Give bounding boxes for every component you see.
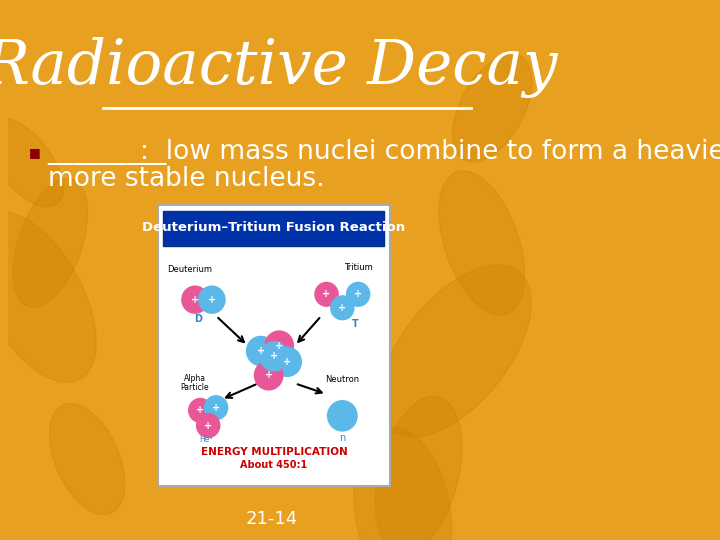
Text: He³: He³ [199, 435, 212, 444]
FancyBboxPatch shape [158, 205, 390, 486]
FancyBboxPatch shape [163, 211, 384, 246]
Ellipse shape [452, 54, 532, 162]
Ellipse shape [354, 428, 451, 540]
Ellipse shape [50, 403, 125, 515]
Text: n: n [339, 433, 346, 443]
Text: 21-14: 21-14 [246, 510, 297, 528]
Circle shape [204, 396, 228, 420]
Ellipse shape [0, 117, 63, 207]
Text: Particle: Particle [181, 383, 210, 392]
Text: +: + [191, 295, 199, 305]
Circle shape [199, 286, 225, 313]
Text: Radioactive Decay: Radioactive Decay [0, 37, 559, 98]
Circle shape [197, 414, 220, 437]
Text: T: T [352, 319, 359, 329]
Text: About 450:1: About 450:1 [240, 460, 307, 470]
Circle shape [346, 282, 369, 306]
Text: +: + [212, 403, 220, 413]
Text: +: + [323, 289, 330, 299]
Text: ENERGY MULTIPLICATION: ENERGY MULTIPLICATION [201, 447, 347, 457]
Ellipse shape [0, 212, 96, 382]
Circle shape [182, 286, 208, 313]
Circle shape [265, 331, 294, 360]
Text: +: + [283, 357, 291, 367]
Ellipse shape [375, 396, 462, 540]
Text: +: + [204, 421, 212, 430]
Circle shape [328, 401, 357, 431]
Text: Tritium: Tritium [343, 263, 372, 272]
Text: _________: _________ [48, 139, 167, 165]
Text: Alpha: Alpha [184, 374, 206, 383]
Text: +: + [257, 346, 265, 356]
Ellipse shape [379, 265, 531, 437]
Circle shape [254, 361, 283, 390]
Text: +: + [265, 370, 273, 380]
Ellipse shape [439, 171, 525, 315]
Ellipse shape [13, 179, 88, 307]
Circle shape [260, 342, 288, 371]
Text: more stable nucleus.: more stable nucleus. [48, 166, 324, 192]
Circle shape [246, 336, 275, 366]
Text: +: + [275, 341, 283, 350]
Text: Deuterium–Tritium Fusion Reaction: Deuterium–Tritium Fusion Reaction [143, 221, 405, 234]
Text: D: D [194, 314, 202, 325]
Text: :  low mass nuclei combine to form a heavier,: : low mass nuclei combine to form a heav… [140, 139, 720, 165]
Circle shape [189, 399, 212, 422]
Text: ■: ■ [30, 146, 41, 159]
Text: +: + [354, 289, 362, 299]
Circle shape [330, 296, 354, 320]
Circle shape [315, 282, 338, 306]
Circle shape [273, 347, 301, 376]
Text: Neutron: Neutron [325, 375, 359, 384]
Text: +: + [208, 295, 216, 305]
Text: +: + [270, 352, 278, 361]
Text: +: + [197, 406, 204, 415]
Text: Deuterium: Deuterium [167, 265, 212, 274]
Text: +: + [338, 303, 346, 313]
